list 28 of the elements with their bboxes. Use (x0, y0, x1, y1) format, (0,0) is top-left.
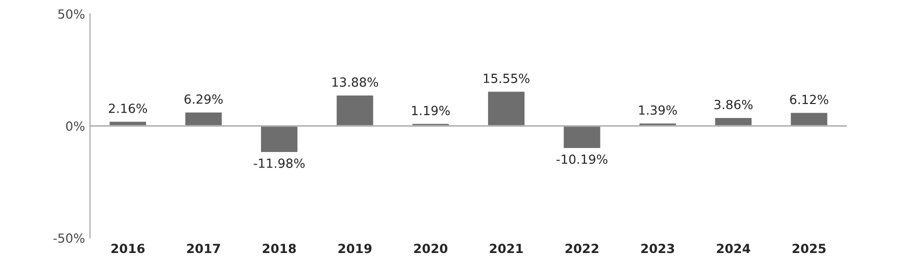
data-label: 13.88% (332, 77, 378, 87)
x-tick-label: 2024 (716, 244, 750, 254)
data-label: 6.12% (790, 94, 828, 104)
data-label: 3.86% (714, 100, 753, 110)
data-label: -10.19% (556, 154, 608, 164)
y-tick-label: 0% (66, 121, 84, 131)
data-label: 2.16% (108, 104, 148, 114)
x-tick-label: 2017 (187, 244, 220, 254)
data-label: -11.98% (254, 158, 305, 168)
data-label: 1.19% (412, 106, 450, 116)
x-tick-label: 2021 (490, 244, 523, 254)
bar (184, 111, 224, 127)
y-tick-label: -50% (53, 233, 84, 243)
bar (486, 90, 526, 127)
x-tick-label: 2025 (792, 244, 826, 254)
x-tick-label: 2020 (414, 244, 448, 254)
bar (562, 125, 602, 150)
data-label: 1.39% (639, 105, 677, 115)
x-tick-label: 2018 (262, 244, 296, 254)
data-label: 6.29% (184, 94, 223, 104)
x-tick-label: 2023 (641, 244, 674, 254)
x-tick-label: 2022 (566, 244, 598, 254)
bar (260, 125, 299, 154)
bar (335, 94, 375, 127)
y-tick-label: 50% (58, 9, 84, 19)
x-tick-label: 2019 (338, 244, 372, 254)
data-label: 15.55% (484, 74, 530, 84)
x-tick-label: 2016 (111, 244, 145, 254)
